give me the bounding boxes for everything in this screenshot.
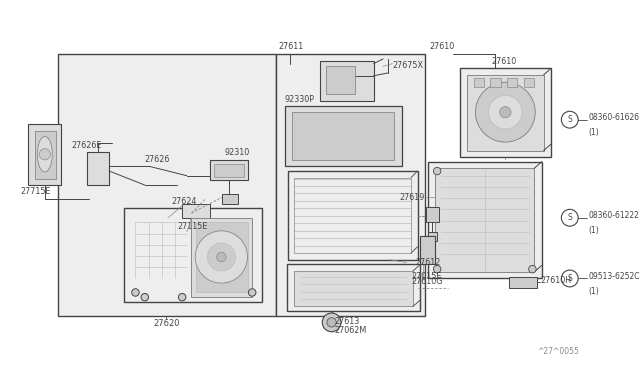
- Text: S: S: [568, 274, 572, 283]
- Bar: [214, 164, 244, 177]
- Ellipse shape: [37, 137, 52, 172]
- Bar: [182, 204, 210, 218]
- Circle shape: [141, 294, 148, 301]
- Text: 27115E: 27115E: [177, 222, 208, 231]
- Bar: [321, 61, 374, 101]
- Circle shape: [323, 313, 341, 332]
- Text: (1): (1): [588, 287, 599, 296]
- Text: 27626E: 27626E: [71, 141, 101, 150]
- Bar: [124, 208, 262, 302]
- Text: 27626: 27626: [145, 155, 170, 164]
- Text: 27015E: 27015E: [411, 272, 442, 281]
- Bar: [507, 78, 518, 87]
- Bar: [524, 78, 534, 87]
- Bar: [285, 106, 402, 166]
- Bar: [288, 171, 417, 260]
- Text: ^27^0055: ^27^0055: [537, 347, 579, 356]
- Bar: [509, 277, 537, 288]
- Circle shape: [195, 231, 248, 283]
- Text: 08360-61222: 08360-61222: [588, 211, 639, 220]
- Bar: [58, 54, 276, 316]
- Circle shape: [179, 294, 186, 301]
- Circle shape: [327, 318, 336, 327]
- Text: 27611: 27611: [278, 42, 303, 51]
- Bar: [428, 162, 541, 279]
- Bar: [474, 78, 484, 87]
- Bar: [326, 65, 355, 94]
- Bar: [191, 218, 252, 297]
- Text: 27624: 27624: [171, 197, 196, 206]
- Text: 27610: 27610: [492, 57, 517, 67]
- Bar: [287, 264, 420, 311]
- Bar: [467, 75, 543, 151]
- Text: 92330P: 92330P: [285, 95, 315, 104]
- Text: 92310: 92310: [224, 148, 250, 157]
- Text: S: S: [568, 115, 572, 124]
- Circle shape: [39, 149, 51, 160]
- Circle shape: [248, 289, 256, 296]
- Circle shape: [433, 265, 441, 273]
- Bar: [428, 232, 437, 241]
- Bar: [276, 54, 425, 316]
- Text: 27613: 27613: [334, 317, 360, 326]
- Circle shape: [529, 265, 536, 273]
- Text: 27675X: 27675X: [392, 61, 423, 70]
- Circle shape: [132, 289, 139, 296]
- Text: 27612: 27612: [415, 258, 441, 267]
- Bar: [435, 168, 534, 272]
- Text: 27610: 27610: [429, 42, 455, 51]
- Bar: [420, 237, 435, 264]
- Text: 09513-6252C: 09513-6252C: [588, 272, 640, 281]
- Circle shape: [433, 167, 441, 175]
- Text: 27062M: 27062M: [334, 326, 367, 335]
- Bar: [196, 222, 248, 292]
- Text: 27620: 27620: [153, 319, 179, 328]
- Bar: [490, 78, 500, 87]
- Text: 27619: 27619: [399, 193, 425, 202]
- Circle shape: [488, 95, 522, 129]
- Bar: [426, 206, 439, 222]
- Text: (1): (1): [588, 226, 599, 235]
- Text: 27610G: 27610G: [411, 277, 442, 286]
- Circle shape: [500, 107, 511, 118]
- Bar: [35, 131, 56, 179]
- Bar: [294, 271, 413, 307]
- Text: 27715E: 27715E: [20, 187, 51, 196]
- Circle shape: [217, 252, 226, 262]
- Bar: [87, 153, 109, 185]
- Text: 27610H: 27610H: [540, 276, 571, 285]
- Circle shape: [476, 82, 535, 142]
- Bar: [460, 68, 551, 157]
- Bar: [28, 124, 61, 185]
- Bar: [210, 160, 248, 180]
- Text: (1): (1): [588, 128, 599, 137]
- Circle shape: [207, 243, 236, 271]
- Text: S: S: [568, 213, 572, 222]
- Text: 08360-61626: 08360-61626: [588, 113, 639, 122]
- Bar: [222, 195, 238, 204]
- Bar: [292, 112, 394, 160]
- Bar: [294, 177, 411, 253]
